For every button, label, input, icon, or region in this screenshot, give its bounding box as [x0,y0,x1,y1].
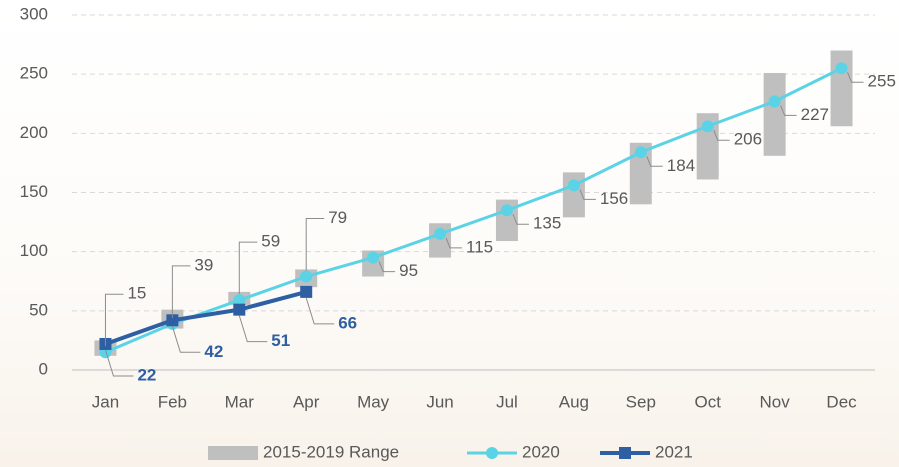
legend-swatch [619,447,631,459]
y-tick-label: 0 [39,359,48,378]
range-bar [763,72,786,156]
y-tick-label: 200 [20,123,48,142]
point [634,146,647,159]
legend-swatch [486,447,498,459]
point [434,227,447,240]
point [500,204,513,217]
x-tick-label: Sep [626,392,656,411]
line [104,66,843,354]
point [233,294,246,307]
leader-line [646,156,663,167]
x-tick-label: Feb [158,392,187,411]
y-tick-label: 50 [29,300,48,319]
data-label: 135 [533,214,561,233]
leader-line [238,241,258,295]
y-tick-label: 300 [20,4,48,23]
data-label: 79 [328,208,347,227]
point [835,62,848,75]
legend-label: 2020 [522,442,560,461]
data-label: 59 [261,232,280,251]
range-bar [629,142,652,205]
leader-line [780,105,797,116]
leader-line [579,189,596,200]
y-tick-label: 150 [20,182,48,201]
data-label: 51 [271,331,290,350]
x-tick-label: Aug [559,392,589,411]
leader-line [512,214,529,225]
legend-label: 2015-2019 Range [263,442,399,461]
data-label: 15 [127,284,146,303]
leader-line [171,326,201,353]
x-tick-label: May [357,392,390,411]
data-label: 95 [399,261,418,280]
x-tick-label: Jul [496,392,518,411]
legend-label: 2021 [655,442,693,461]
point [367,251,380,264]
x-tick-label: Dec [826,392,857,411]
data-label: 206 [734,130,762,149]
data-label: 22 [137,365,156,384]
x-tick-label: Mar [225,392,255,411]
leader-line [104,349,134,377]
data-label: 184 [667,156,695,175]
leader-line [171,265,191,318]
leader-line [305,297,335,325]
x-tick-label: Apr [293,392,320,411]
leader-line [104,293,124,347]
data-label: 66 [338,313,357,332]
point [701,120,714,133]
leader-line [238,315,268,343]
point [300,270,313,283]
x-tick-label: Jan [92,392,119,411]
data-label: 115 [466,237,493,256]
x-tick-label: Nov [760,392,791,411]
leader-line [445,237,463,249]
y-tick-label: 250 [20,64,48,83]
point [233,303,246,316]
point [300,285,313,298]
legend-swatch [208,446,258,460]
data-label: 156 [600,189,628,208]
point [567,179,580,192]
y-tick-label: 100 [20,241,48,260]
x-tick-label: Oct [694,392,721,411]
leader-line [378,261,396,273]
range-bar [830,50,853,127]
leader-line [847,72,864,83]
leader-line [305,218,325,271]
line [104,289,307,346]
data-label: 227 [801,105,829,124]
data-label: 39 [194,255,213,274]
point [768,95,781,108]
point [166,314,179,327]
data-label: 255 [868,72,896,91]
x-tick-label: Jun [426,392,453,411]
data-label: 42 [204,342,223,361]
leader-line [713,130,730,141]
